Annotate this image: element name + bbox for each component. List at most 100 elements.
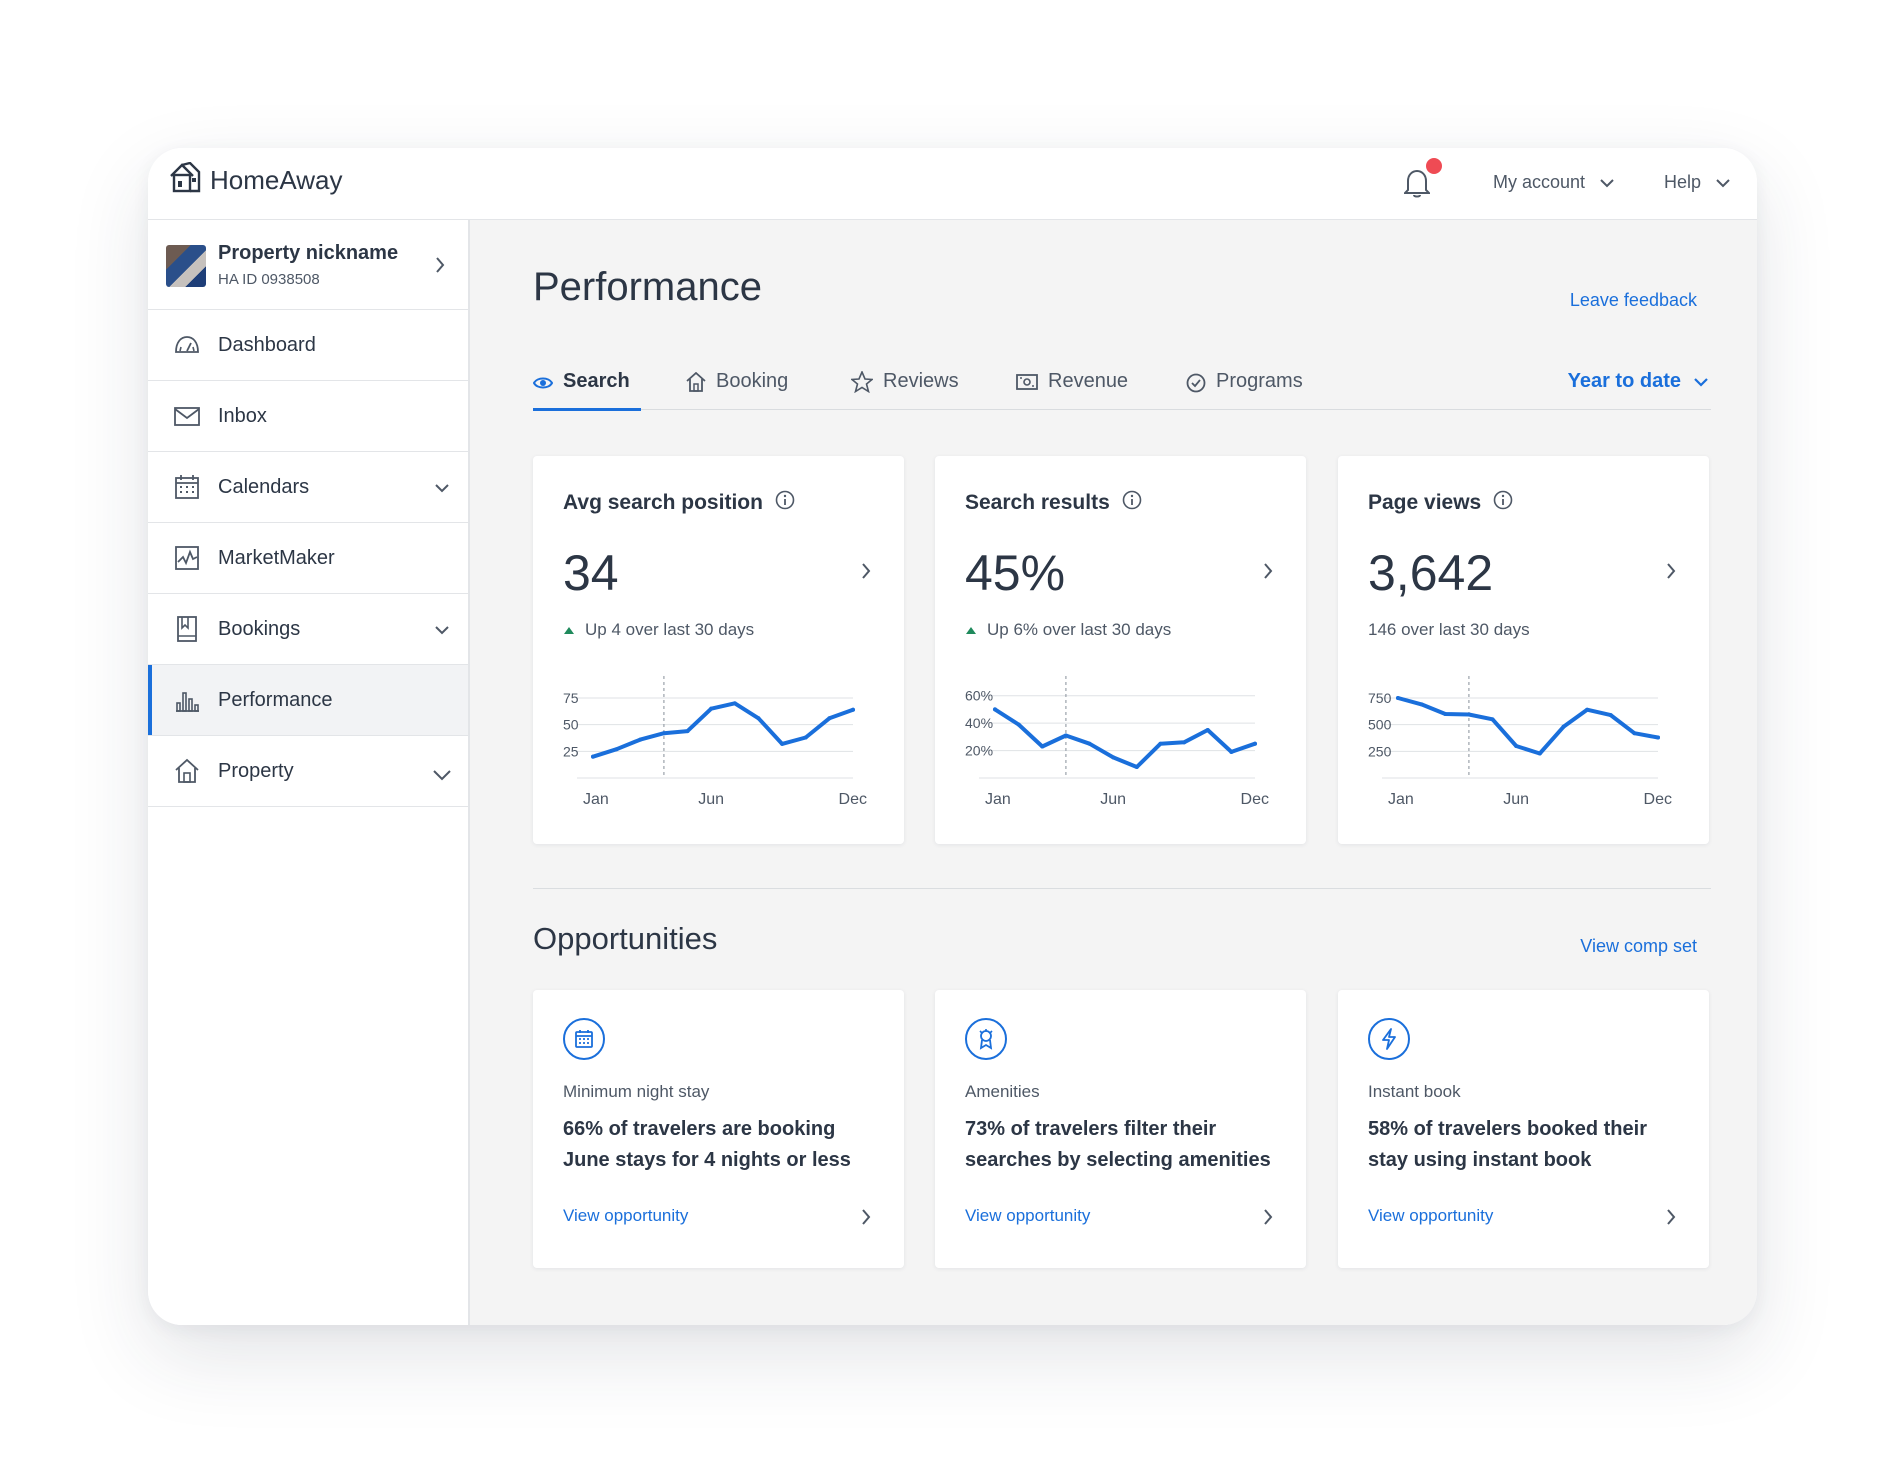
trend-up-icon — [965, 620, 977, 640]
series-line — [993, 707, 1257, 769]
data-point — [780, 741, 785, 746]
sidebar-item-marketmaker[interactable]: MarketMaker — [148, 523, 468, 594]
opportunity-text: 73% of travelers filter their searches b… — [965, 1118, 1271, 1171]
metric-trend-text: Up 6% over last 30 days — [987, 620, 1172, 639]
homeaway-logo-icon — [168, 161, 202, 199]
help-menu[interactable]: Help — [1664, 172, 1731, 193]
opportunity-card-instant-book[interactable]: Instant book 58% of travelers booked the… — [1338, 990, 1709, 1268]
bell-icon[interactable] — [1402, 168, 1432, 203]
tab-reviews[interactable]: Reviews — [849, 362, 959, 410]
sidebar-item-label: Performance — [218, 688, 333, 711]
tab-revenue[interactable]: Revenue — [1016, 362, 1128, 410]
chevron-right-icon[interactable] — [1262, 562, 1274, 585]
metric-card-avg-search-position[interactable]: Avg search position 34 Up 4 over last 30… — [533, 456, 904, 844]
leave-feedback-link[interactable]: Leave feedback — [1569, 290, 1697, 310]
x-tick-label: Dec — [839, 791, 867, 808]
data-point — [638, 737, 643, 742]
info-icon[interactable] — [775, 490, 795, 516]
home-icon — [686, 370, 706, 398]
sidebar-item-property[interactable]: Property — [148, 736, 468, 807]
data-point — [591, 754, 595, 759]
y-tick-label: 25 — [563, 743, 579, 759]
opportunity-category: Instant book — [1368, 1082, 1461, 1101]
logo[interactable]: HomeAway — [168, 161, 342, 199]
data-point — [1158, 741, 1163, 746]
data-point — [732, 701, 737, 706]
view-comp-set-link[interactable]: View comp set — [1580, 936, 1697, 956]
sidebar-item-dashboard[interactable]: Dashboard — [148, 310, 468, 381]
sidebar-item-label: Bookings — [218, 617, 301, 640]
chevron-right-icon[interactable] — [1665, 1208, 1677, 1231]
data-point — [1111, 755, 1116, 760]
sidebar-item-label: Property — [218, 759, 294, 782]
y-tick-label: 500 — [1368, 717, 1392, 733]
x-tick-label: Jun — [1100, 791, 1126, 808]
tab-search[interactable]: Search — [532, 362, 641, 411]
y-tick-label: 60% — [965, 688, 993, 704]
sidebar-item-calendars[interactable]: Calendars — [148, 452, 468, 523]
metric-trend: Up 6% over last 30 days — [965, 620, 1171, 640]
line-chart: 20% 40% 60% Jan Jun Dec — [965, 676, 1269, 808]
home-icon — [174, 758, 200, 784]
info-icon[interactable] — [1122, 490, 1142, 516]
calendar-icon — [174, 474, 200, 500]
metric-title: Search results — [965, 490, 1142, 516]
x-tick-label: Jun — [1503, 791, 1529, 808]
chevron-right-icon[interactable] — [860, 1208, 872, 1231]
data-point — [756, 716, 761, 721]
chevron-right-icon[interactable] — [1665, 562, 1677, 585]
metric-title-text: Page views — [1368, 491, 1482, 514]
bolt-icon — [1368, 1018, 1410, 1060]
metric-card-page-views[interactable]: Page views 3,642 146 over last 30 days 2… — [1338, 456, 1709, 844]
view-opportunity-link[interactable]: View opportunity — [965, 1206, 1091, 1225]
page-title: Performance — [533, 265, 762, 309]
sidebar-item-inbox[interactable]: Inbox — [148, 381, 468, 452]
data-point — [661, 731, 666, 736]
data-point — [1229, 749, 1234, 754]
info-icon[interactable] — [1493, 490, 1513, 516]
sidebar-item-bookings[interactable]: Bookings — [148, 594, 468, 665]
data-point — [685, 729, 690, 734]
chevron-down-icon — [434, 622, 450, 640]
view-opportunity-link[interactable]: View opportunity — [1368, 1206, 1494, 1225]
chevron-right-icon[interactable] — [1262, 1208, 1274, 1231]
sidebar-item-label: MarketMaker — [218, 546, 335, 569]
metric-trend: 146 over last 30 days — [1368, 620, 1530, 640]
opportunity-card-minimum-night-stay[interactable]: Minimum night stay 66% of travelers are … — [533, 990, 904, 1268]
y-tick-label: 250 — [1368, 743, 1392, 759]
data-point — [1537, 751, 1542, 756]
data-point — [1585, 707, 1590, 712]
chevron-right-icon[interactable] — [860, 562, 872, 585]
x-tick-label: Jan — [1388, 791, 1414, 808]
my-account-menu[interactable]: My account — [1493, 172, 1615, 193]
metric-trend-text: Up 4 over last 30 days — [585, 620, 755, 639]
metric-title-text: Avg search position — [563, 491, 763, 514]
year-to-date-selector[interactable]: Year to date — [1568, 370, 1709, 393]
chevron-right-icon — [434, 256, 446, 279]
book-icon — [174, 616, 200, 642]
data-point — [1205, 728, 1210, 732]
opportunity-card-amenities[interactable]: Amenities 73% of travelers filter their … — [935, 990, 1306, 1268]
data-point — [1656, 735, 1660, 740]
sidebar-item-performance[interactable]: Performance — [148, 665, 468, 736]
sidebar-item-label: Calendars — [218, 475, 310, 498]
data-point — [1253, 741, 1257, 746]
data-point — [1490, 717, 1495, 722]
property-selector[interactable]: Property nickname HA ID 0938508 — [148, 220, 468, 310]
data-point — [1134, 765, 1139, 770]
metric-trend: Up 4 over last 30 days — [563, 620, 754, 640]
metric-title-text: Search results — [965, 491, 1110, 514]
tab-bar: Search Booking Reviews Revenue — [532, 362, 1711, 411]
sidebar-item-label: Inbox — [218, 404, 267, 427]
x-tick-label: Dec — [1644, 791, 1672, 808]
tab-programs[interactable]: Programs — [1186, 362, 1303, 410]
tab-label: Programs — [1216, 370, 1303, 392]
opportunity-text: 66% of travelers are booking June stays … — [563, 1118, 851, 1171]
tab-booking[interactable]: Booking — [686, 362, 788, 410]
x-tick-label: Jun — [698, 791, 724, 808]
view-opportunity-link[interactable]: View opportunity — [563, 1206, 689, 1225]
tab-label: Booking — [716, 370, 789, 392]
metric-card-search-results[interactable]: Search results 45% Up 6% over last 30 da… — [935, 456, 1306, 844]
main-content: Performance Leave feedback Search Bookin… — [470, 220, 1757, 1325]
top-bar: HomeAway My account Help — [148, 148, 1757, 220]
